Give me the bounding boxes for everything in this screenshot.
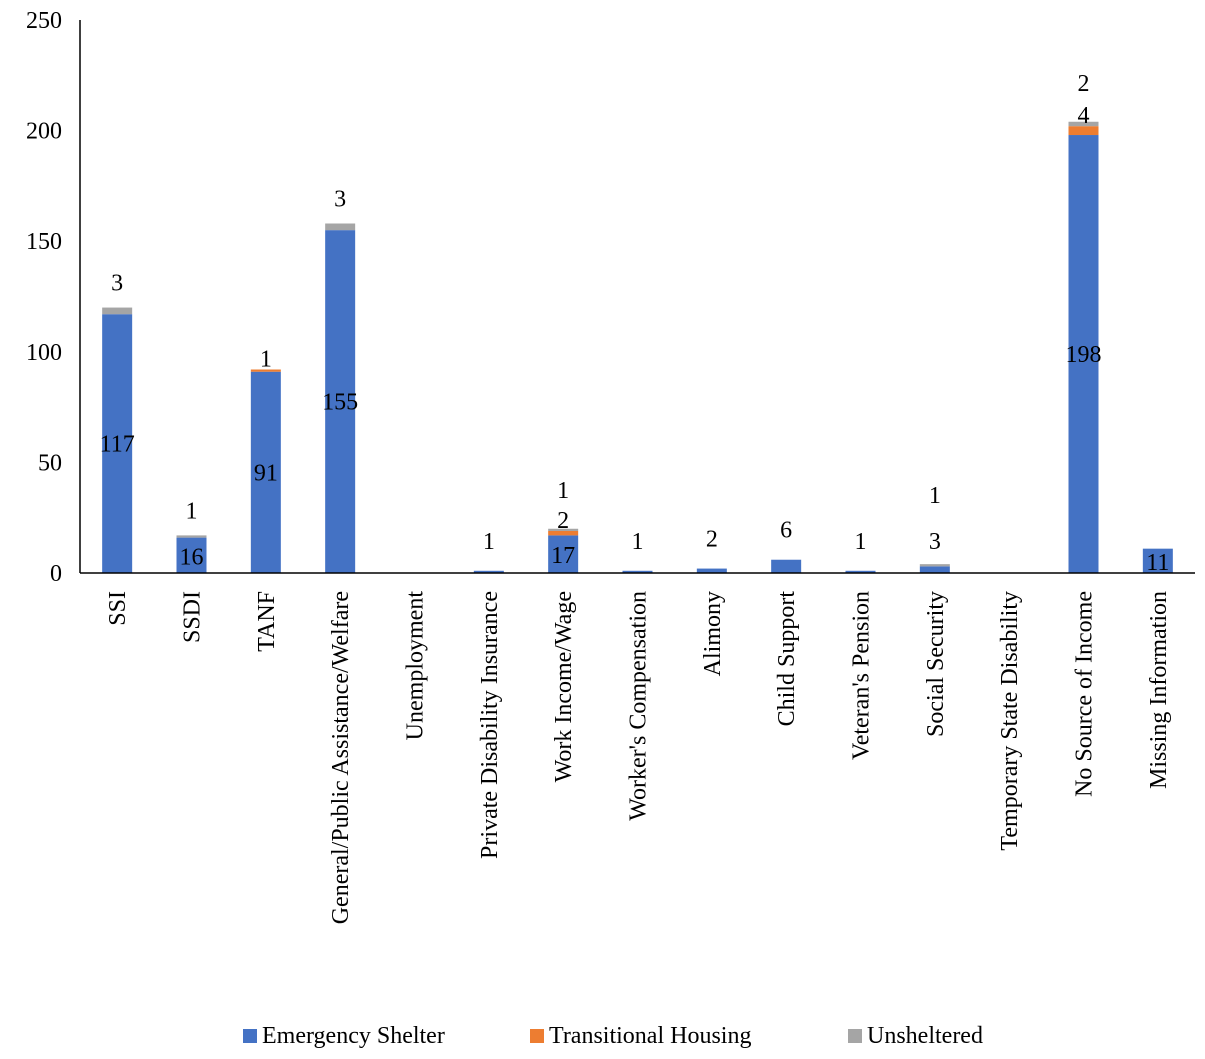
data-label: 1 (855, 529, 867, 555)
legend-swatch (243, 1029, 257, 1043)
x-category-label: General/Public Assistance/Welfare (328, 591, 354, 924)
x-axis-category-labels: SSI SSDI TANF General/Public Assistance/Wel… (105, 591, 1172, 925)
legend-swatch (530, 1029, 544, 1043)
x-category-label: Temporary State Disability (997, 591, 1023, 851)
bar-segment (250, 371, 281, 573)
x-category-label: Child Support (774, 591, 800, 727)
bar-segment (176, 535, 207, 538)
bar-segment (102, 307, 133, 315)
bar-segment (102, 314, 133, 573)
data-label: 1 (186, 498, 198, 524)
legend-swatch (848, 1029, 862, 1043)
legend: Emergency Shelter Transitional Housing Uns… (243, 1023, 983, 1049)
data-label: 6 (780, 518, 792, 544)
data-label: 16 (180, 544, 204, 570)
data-label: 117 (100, 432, 135, 458)
data-label: 17 (551, 543, 575, 569)
bar-segment (548, 530, 579, 536)
data-label: 1 (929, 483, 941, 509)
x-category-label: No Source of Income (1072, 591, 1098, 797)
y-tick-label: 250 (26, 8, 62, 34)
data-label: 1 (632, 529, 644, 555)
data-label: 91 (254, 460, 278, 486)
data-label: 155 (322, 390, 358, 416)
bar-segment (548, 535, 579, 573)
bar-segment (845, 570, 876, 573)
legend-label: Unsheltered (867, 1023, 983, 1049)
x-category-label: Work Income/Wage (551, 591, 577, 782)
bar-segment (548, 528, 579, 531)
data-label: 1 (260, 346, 272, 372)
bar-segment (1068, 135, 1099, 574)
bar-segment (622, 570, 653, 573)
bar-segment (325, 230, 356, 573)
bar-segment (1142, 548, 1173, 573)
bar-segment (771, 559, 802, 573)
x-category-label: SSDI (180, 591, 206, 643)
y-tick-label: 0 (50, 561, 62, 587)
bar-segment (176, 537, 207, 573)
data-label: 4 (1078, 103, 1090, 129)
x-category-label: Missing Information (1146, 591, 1172, 789)
x-category-label: Worker's Compensation (626, 591, 652, 821)
data-label: 1 (483, 529, 495, 555)
bar-segment (325, 223, 356, 231)
y-tick-label: 50 (38, 450, 62, 476)
bar-segment (919, 564, 950, 567)
bar-segment (473, 570, 504, 573)
x-category-label: Veteran's Pension (849, 591, 875, 760)
bar-segment (250, 369, 281, 372)
bar-segment (696, 568, 727, 573)
data-label: 2 (706, 527, 718, 553)
data-label: 1 (557, 478, 569, 504)
bar-segment (1068, 126, 1099, 136)
x-category-label: Alimony (700, 591, 726, 676)
data-label: 2 (557, 508, 569, 534)
data-label: 2 (1078, 71, 1090, 97)
data-label: 198 (1066, 342, 1102, 368)
bar-segment (919, 566, 950, 573)
data-label: 3 (334, 187, 346, 213)
y-tick-label: 150 (26, 229, 62, 255)
y-axis-ticks: 0 50 100 150 200 250 (26, 8, 62, 587)
data-label: 3 (111, 271, 123, 297)
y-tick-label: 100 (26, 340, 62, 366)
legend-label: Transitional Housing (549, 1023, 751, 1049)
data-label: 3 (929, 529, 941, 555)
x-category-label: Social Security (923, 591, 949, 737)
x-category-label: SSI (105, 591, 131, 626)
x-category-label: TANF (254, 591, 280, 652)
bars (102, 121, 1173, 574)
x-category-label: Unemployment (403, 591, 429, 741)
data-label: 11 (1146, 550, 1169, 576)
legend-label: Emergency Shelter (262, 1023, 445, 1049)
bar-segment (1068, 121, 1099, 127)
x-category-label: Private Disability Insurance (477, 591, 503, 859)
y-tick-label: 200 (26, 119, 62, 145)
